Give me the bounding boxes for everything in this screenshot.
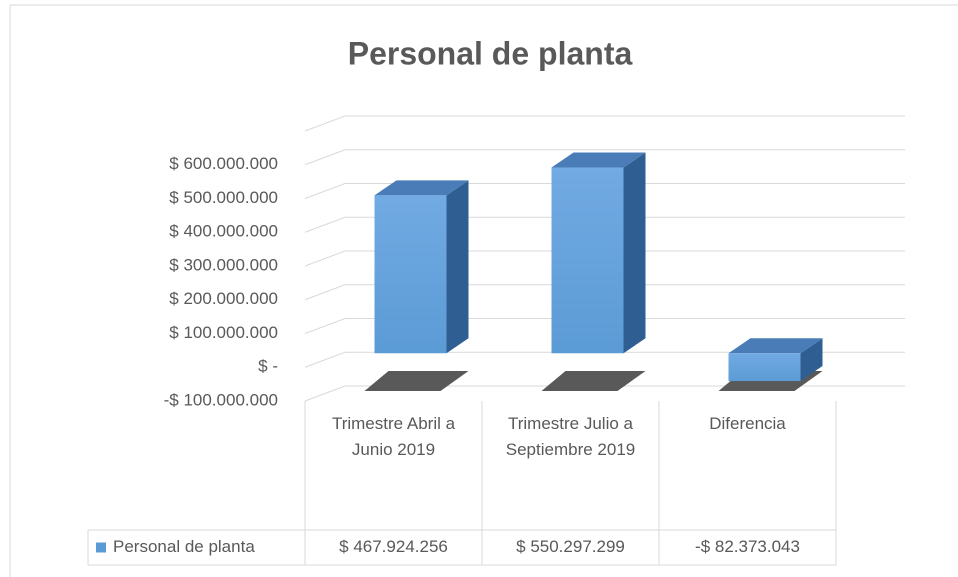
grid-line xyxy=(304,183,905,199)
y-tick-label: $ 100.000.000 xyxy=(169,323,278,342)
y-tick-label: $ 200.000.000 xyxy=(169,289,278,308)
grid-line xyxy=(304,351,905,368)
grid-line xyxy=(304,385,905,402)
grid-line xyxy=(304,149,905,166)
table-value: $ 467.924.256 xyxy=(339,537,448,556)
wall-top xyxy=(304,115,905,132)
y-tick-label: -$ 100.000.000 xyxy=(164,390,278,409)
bar-shadow xyxy=(541,371,646,391)
grid-line xyxy=(304,318,905,334)
grid-line xyxy=(304,250,905,267)
category-cell: Trimestre Julio a Septiembre 2019 xyxy=(505,414,636,459)
legend-marker xyxy=(96,542,106,553)
bar-top xyxy=(551,152,646,168)
y-tick-label: $ 300.000.000 xyxy=(169,255,278,274)
table-value: -$ 82.373.043 xyxy=(695,537,800,556)
grid-line xyxy=(304,284,905,301)
legend-label: Personal de planta xyxy=(113,537,255,556)
bar xyxy=(551,167,624,354)
x-tick-label: Diferencia xyxy=(709,414,786,433)
bar-side xyxy=(446,180,469,354)
x-tick-label: Trimestre Julio a Septiembre 2019 xyxy=(505,414,636,459)
y-tick-label: $ 500.000.000 xyxy=(169,188,278,207)
bar-top xyxy=(374,180,469,196)
bar-side xyxy=(800,338,823,382)
category-cell: Diferencia xyxy=(709,414,786,433)
bar-top xyxy=(728,338,823,354)
y-tick-label: $ - xyxy=(258,357,278,376)
bar xyxy=(728,353,801,382)
bar xyxy=(374,195,447,354)
x-tick-label: Trimestre Abril a Junio 2019 xyxy=(331,414,456,459)
y-tick-label: $ 600.000.000 xyxy=(169,154,278,173)
bar-side xyxy=(623,152,646,354)
category-cell: Trimestre Abril a Junio 2019 xyxy=(331,414,456,459)
table-value: $ 550.297.299 xyxy=(516,537,625,556)
y-tick-label: $ 400.000.000 xyxy=(169,222,278,241)
bar-shadow xyxy=(364,371,469,391)
grid-line xyxy=(304,216,905,233)
chart-title: Personal de planta xyxy=(348,35,633,71)
